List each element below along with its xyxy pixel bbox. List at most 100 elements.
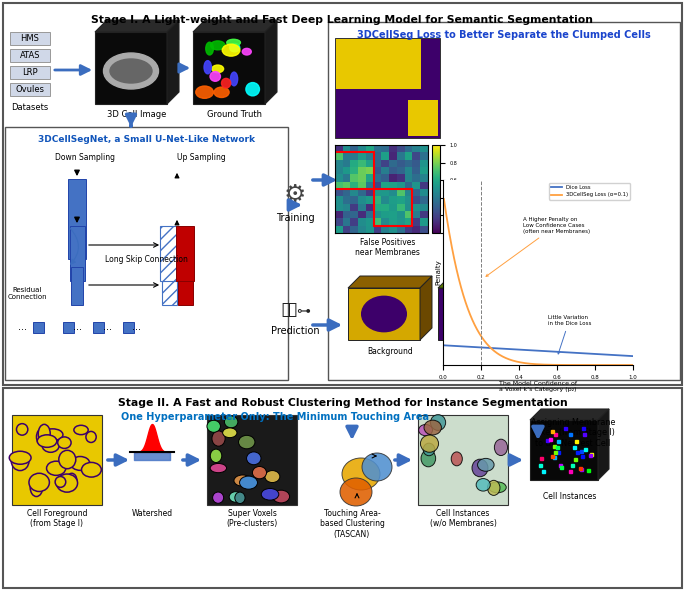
Ellipse shape [493, 329, 496, 332]
Bar [584, 448, 586, 451]
Ellipse shape [552, 306, 556, 309]
Bar [583, 433, 586, 436]
FancyBboxPatch shape [10, 32, 50, 45]
X-axis label: The Model Confidence of
a Voxel k’s Category (p₂): The Model Confidence of a Voxel k’s Cate… [499, 381, 577, 392]
Text: Cell Foreground
(from Stage I): Cell Foreground (from Stage I) [27, 509, 87, 528]
Text: Cell Instances
(w/o Membranes): Cell Instances (w/o Membranes) [429, 509, 497, 528]
FancyBboxPatch shape [10, 66, 50, 79]
Ellipse shape [495, 439, 508, 456]
FancyBboxPatch shape [178, 267, 193, 305]
Ellipse shape [448, 317, 451, 319]
Ellipse shape [210, 41, 225, 50]
Ellipse shape [36, 428, 47, 445]
Ellipse shape [580, 303, 583, 305]
Polygon shape [265, 20, 277, 104]
Ellipse shape [430, 415, 446, 430]
Ellipse shape [538, 308, 543, 311]
Ellipse shape [86, 431, 96, 443]
Bar [582, 427, 585, 430]
Dice Loss [531, 347, 539, 354]
Bar [557, 451, 560, 454]
Polygon shape [602, 276, 614, 340]
Ellipse shape [207, 420, 221, 432]
Ellipse shape [557, 310, 560, 312]
Ellipse shape [580, 311, 584, 314]
Dice Loss [440, 342, 448, 349]
Text: Stage II. A Fast and Robust Clustering Method for Instance Segmentation: Stage II. A Fast and Robust Clustering M… [118, 398, 567, 408]
Ellipse shape [340, 478, 372, 506]
FancyBboxPatch shape [95, 32, 167, 104]
FancyBboxPatch shape [207, 415, 297, 505]
Polygon shape [167, 20, 179, 104]
Text: Cell Foreground: Cell Foreground [542, 347, 602, 356]
Ellipse shape [478, 313, 482, 316]
Text: False Positives
near Membranes: False Positives near Membranes [355, 238, 420, 258]
Ellipse shape [547, 310, 550, 313]
Bar [546, 439, 549, 441]
Bar [580, 467, 584, 470]
Ellipse shape [543, 314, 547, 317]
Text: Super Voxels
(Pre-clusters): Super Voxels (Pre-clusters) [226, 509, 277, 528]
Text: ⊶: ⊶ [296, 303, 310, 317]
Ellipse shape [478, 296, 482, 298]
Text: Watershed: Watershed [132, 509, 173, 518]
Ellipse shape [227, 39, 240, 46]
Ellipse shape [66, 473, 77, 488]
Ellipse shape [558, 313, 562, 316]
Ellipse shape [453, 330, 457, 333]
Ellipse shape [449, 322, 452, 324]
Polygon shape [420, 276, 432, 340]
Bar [564, 427, 567, 430]
Ellipse shape [458, 314, 462, 317]
Ellipse shape [469, 325, 473, 327]
Ellipse shape [477, 459, 494, 471]
Ellipse shape [423, 443, 435, 456]
FancyBboxPatch shape [5, 127, 288, 380]
Ellipse shape [460, 320, 464, 322]
Ellipse shape [16, 424, 28, 435]
Text: Little Variation
in the Dice Loss: Little Variation in the Dice Loss [547, 315, 591, 354]
Ellipse shape [38, 424, 50, 443]
Ellipse shape [223, 428, 237, 437]
Text: Assigning Membrane
Voxels (from Stage I)
to the Nearest Cell: Assigning Membrane Voxels (from Stage I)… [531, 418, 615, 448]
Bar [551, 456, 553, 459]
Bar [573, 446, 575, 449]
Ellipse shape [445, 329, 448, 332]
Ellipse shape [362, 453, 392, 481]
Ellipse shape [478, 327, 482, 329]
Polygon shape [438, 276, 522, 288]
Text: ◫: ◫ [280, 301, 297, 319]
Ellipse shape [229, 44, 240, 52]
Text: 3D Cell Image: 3D Cell Image [108, 110, 166, 119]
Ellipse shape [473, 313, 477, 315]
Ellipse shape [543, 306, 546, 309]
Text: Training: Training [275, 213, 314, 223]
FancyBboxPatch shape [336, 39, 421, 89]
Ellipse shape [240, 476, 258, 489]
3DCellSeg Loss (α=0.1) [530, 361, 538, 368]
Ellipse shape [469, 296, 473, 298]
Ellipse shape [551, 316, 556, 319]
Text: One Hyperparameter Only: The Minimum Touching Area: One Hyperparameter Only: The Minimum Tou… [121, 412, 429, 422]
Bar [579, 467, 582, 470]
Ellipse shape [538, 302, 541, 304]
FancyBboxPatch shape [418, 415, 508, 505]
FancyBboxPatch shape [176, 226, 194, 281]
Bar [575, 457, 577, 460]
Ellipse shape [470, 328, 473, 330]
Ellipse shape [230, 72, 238, 86]
Ellipse shape [30, 478, 42, 496]
Ellipse shape [480, 329, 484, 332]
Ellipse shape [210, 72, 221, 82]
Ellipse shape [577, 312, 580, 315]
Ellipse shape [572, 308, 575, 311]
Ellipse shape [485, 296, 488, 298]
Dice Loss [624, 352, 632, 359]
Bar [590, 453, 593, 456]
Ellipse shape [110, 59, 152, 83]
Text: Long Skip Connection: Long Skip Connection [105, 255, 188, 264]
Ellipse shape [342, 458, 380, 490]
Text: Touching Area-
based Clustering
(TASCAN): Touching Area- based Clustering (TASCAN) [320, 509, 384, 539]
Ellipse shape [558, 310, 562, 312]
Ellipse shape [466, 310, 470, 313]
